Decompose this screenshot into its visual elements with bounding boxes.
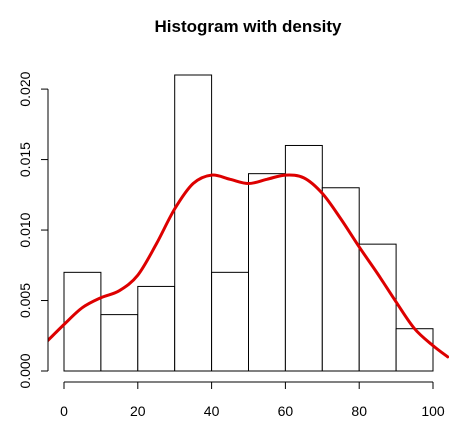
histogram-bar	[211, 271, 250, 372]
histogram-bar	[284, 144, 323, 372]
y-tick-label: 0.010	[17, 212, 33, 247]
x-tick-label: 0	[60, 403, 68, 419]
x-tick-label: 80	[351, 403, 367, 419]
x-tick-label: 40	[204, 403, 220, 419]
x-tick-label: 100	[421, 403, 445, 419]
density-curve-group	[48, 173, 449, 359]
histogram-bar	[248, 173, 286, 372]
x-axis: 0 20 40 60 80 100	[60, 381, 445, 419]
histogram-bar	[174, 74, 213, 372]
y-tick-label: 0.020	[17, 71, 33, 106]
histogram-bar	[137, 285, 176, 372]
y-tick-label: 0.015	[17, 142, 33, 177]
y-axis: 0.000 0.005 0.010 0.015 0.020	[17, 71, 49, 389]
histogram-bars	[63, 74, 434, 372]
x-tick-label: 60	[278, 403, 294, 419]
chart-title: Histogram with density	[154, 17, 342, 36]
y-tick-label: 0.000	[17, 353, 33, 388]
histogram-bar	[100, 314, 139, 372]
histogram-bar	[358, 243, 397, 372]
histogram-bar	[63, 271, 102, 372]
density-line	[48, 173, 449, 359]
y-tick-label: 0.005	[17, 283, 33, 318]
histogram-bar	[321, 187, 360, 372]
histogram-bar	[395, 328, 434, 372]
x-tick-label: 20	[130, 403, 146, 419]
